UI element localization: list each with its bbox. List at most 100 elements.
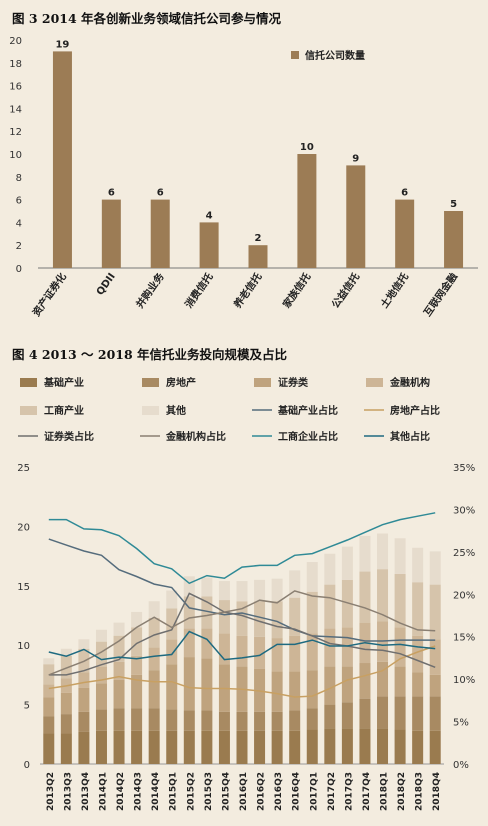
y2-tick-label: 15% [453,633,475,644]
legend-label: 基础产业占比 [277,404,338,417]
legend-label: 证券类 [278,376,308,389]
stacked-bar-segment [131,611,143,628]
x-tick-label: 2016Q3 [274,772,284,811]
stacked-bar-segment [95,683,107,710]
y2-tick-label: 35% [453,463,475,474]
x-tick-label: 消费信托 [182,270,216,310]
y-tick-label: 20 [17,522,30,533]
stacked-bar-segment [271,638,283,672]
stacked-bar-segment [271,671,283,712]
y2-tick-label: 5% [453,718,469,729]
bar [248,245,268,268]
stacked-bar-segment [43,684,55,698]
stacked-bar-segment [429,551,441,585]
stacked-bar-segment [341,627,353,667]
stacked-bar-segment [289,597,301,636]
stacked-bar-segment [271,601,283,639]
stacked-bar-segment [148,730,160,764]
y-tick-label: 10 [17,641,30,652]
stacked-bar-segment [254,601,266,637]
y-tick-label: 0 [16,264,22,275]
stacked-bar-segment [254,579,266,602]
y-tick-label: 20 [9,36,22,47]
stacked-bar-segment [377,696,389,729]
stacked-bar-segment [236,730,248,764]
stacked-bar-segment [341,579,353,628]
stacked-bar-segment [60,692,72,715]
stacked-bar-segment [341,546,353,580]
x-tick-label: 资产证券化 [30,270,69,318]
stacked-bar-segment [289,710,301,731]
stacked-bar-segment [218,711,230,731]
stacked-bar-segment [254,730,266,764]
legend-swatch [366,378,383,387]
series-line [48,512,436,585]
stacked-bar-segment [377,728,389,764]
bar-data-label: 6 [401,188,408,199]
stacked-bar-segment [236,711,248,731]
stacked-bar-segment [359,663,371,699]
x-tick-label: 土地信托 [378,270,412,310]
x-tick-label: 2017Q2 [327,772,337,811]
bar-data-label: 19 [55,39,69,50]
stacked-bar-segment [95,641,107,667]
stacked-bar-segment [412,547,424,583]
stacked-bar-segment [60,655,72,679]
stacked-bar-segment [78,711,90,732]
stacked-bar-segment [394,573,406,628]
stacked-bar-segment [78,672,90,688]
stacked-bar-segment [148,601,160,618]
stacked-bar-segment [289,730,301,764]
stacked-bar-segment [201,628,213,659]
stacked-bar-segment [43,733,55,764]
stacked-bar-segment [183,628,195,658]
bar [297,154,317,268]
series-line [48,630,436,661]
figure4-title: 图 4 2013 ～ 2018 年信托业务投向规模及占比 [12,347,288,362]
stacked-bar-segment [359,698,371,729]
stacked-bar-segment [412,672,424,697]
x-tick-label: 2013Q2 [46,772,56,811]
legend-swatch [20,378,37,387]
stacked-bar-segment [306,633,318,671]
bar-data-label: 2 [255,233,262,244]
stacked-bar-segment [183,576,195,597]
stacked-bar-segment [95,629,107,642]
figure3-title: 图 3 2014 年各创新业务领域信托公司参与情况 [12,11,282,26]
stacked-bar-segment [201,596,213,629]
stacked-bar-segment [78,639,90,649]
x-tick-label: 2014Q2 [116,772,126,811]
x-tick-label: 2017Q3 [344,772,354,811]
stacked-bar-segment [113,708,125,731]
stacked-bar-segment [341,702,353,729]
stacked-bar-segment [166,608,178,640]
stacked-bar-segment [359,535,371,572]
stacked-bar-segment [43,658,55,665]
stacked-bar-segment [218,730,230,764]
stacked-bar-segment [236,581,248,602]
stacked-bar-segment [412,635,424,673]
bar [52,51,72,269]
stacked-bar-segment [394,729,406,764]
x-tick-label: 养老信托 [230,270,264,311]
x-tick-label: 公益信托 [329,270,363,310]
x-tick-label: 2018Q3 [415,772,425,811]
stacked-bar-segment [113,635,125,662]
stacked-bar-segment [201,577,213,597]
x-tick-label: 2017Q4 [362,772,372,811]
stacked-bar-segment [113,679,125,709]
series-line [48,590,436,676]
legend-label: 其他 [166,404,186,417]
x-tick-label: 2015Q3 [204,772,214,811]
bar [444,211,464,268]
y-tick-label: 10 [9,150,22,161]
stacked-bar-segment [306,562,318,592]
stacked-bar-segment [271,578,283,602]
x-tick-label: 2017Q1 [309,772,319,811]
stacked-bar-segment [60,733,72,764]
y-tick-label: 8 [16,173,22,184]
stacked-bar-segment [324,728,336,764]
stacked-bar-segment [429,674,441,697]
y-tick-label: 25 [17,463,30,474]
stacked-bar-segment [183,596,195,629]
